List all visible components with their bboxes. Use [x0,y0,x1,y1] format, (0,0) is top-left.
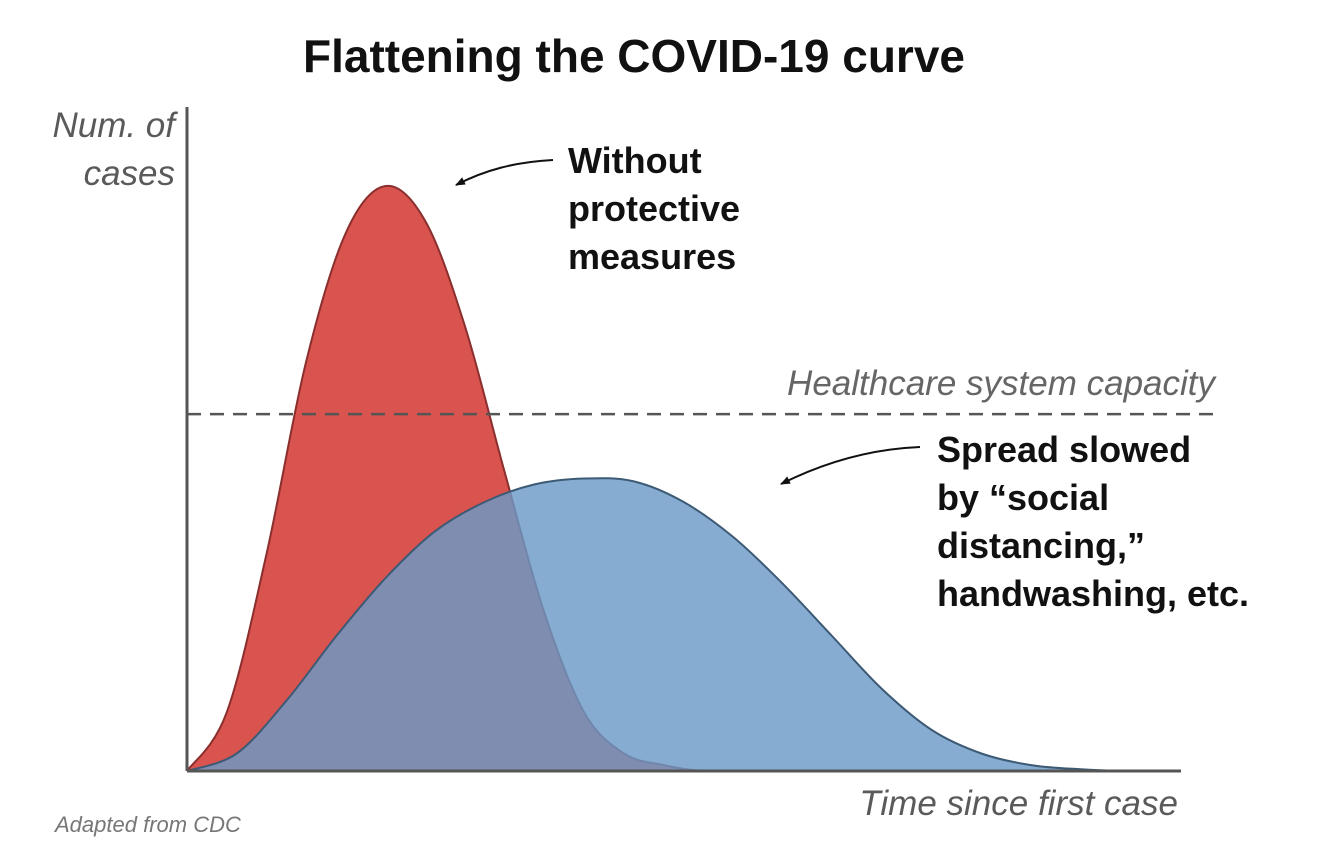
annotation-red-line2: protective [568,188,740,229]
source-note: Adapted from CDC [53,812,241,837]
annotation-blue-line3: distancing,” [937,525,1145,566]
annotation-arrow-blue [780,446,921,485]
series-social-distancing-area [187,478,1180,771]
annotation-arrow-red [455,159,554,186]
annotation-blue-line1: Spread slowed [937,429,1191,470]
series-social-distancing-outline [186,477,1180,773]
capacity-label: Healthcare system capacity [787,364,1217,403]
y-axis-label-line2: cases [84,154,175,193]
annotation-blue-line2: by “social [937,477,1109,518]
chart-title: Flattening the COVID-19 curve [303,30,965,82]
x-axis-label: Time since first case [859,784,1178,823]
annotation-red-line1: Without [568,140,702,181]
series-without-measures-area [187,185,783,772]
y-axis-label-line1: Num. of [52,106,178,145]
annotation-blue-line4: handwashing, etc. [937,573,1249,614]
plot-area [186,184,1180,773]
annotation-red-line3: measures [568,236,736,277]
